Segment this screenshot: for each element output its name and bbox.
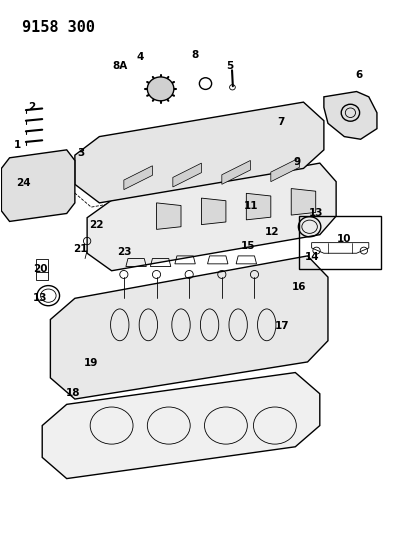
Polygon shape <box>291 189 316 215</box>
Polygon shape <box>157 203 181 229</box>
Polygon shape <box>51 256 328 399</box>
Text: 8: 8 <box>192 51 199 60</box>
Text: 22: 22 <box>89 220 103 230</box>
Text: 23: 23 <box>118 247 132 257</box>
Text: 2: 2 <box>28 102 36 112</box>
Text: 21: 21 <box>73 244 88 254</box>
Text: 20: 20 <box>33 264 47 274</box>
Text: 10: 10 <box>337 234 351 244</box>
Polygon shape <box>173 163 201 187</box>
Text: 3: 3 <box>77 148 85 158</box>
Text: 24: 24 <box>16 177 30 188</box>
Text: 6: 6 <box>355 70 362 79</box>
Polygon shape <box>1 150 75 221</box>
Polygon shape <box>42 373 320 479</box>
Polygon shape <box>201 198 226 224</box>
Text: 1: 1 <box>14 140 21 150</box>
Text: 5: 5 <box>226 61 233 71</box>
Text: 19: 19 <box>84 358 98 368</box>
Polygon shape <box>75 102 324 203</box>
Polygon shape <box>222 160 250 184</box>
Text: 16: 16 <box>292 281 307 292</box>
Text: 18: 18 <box>66 387 80 398</box>
Polygon shape <box>87 163 336 271</box>
Text: 14: 14 <box>305 252 320 262</box>
Polygon shape <box>271 158 299 182</box>
Polygon shape <box>324 92 377 139</box>
Text: 12: 12 <box>265 227 279 237</box>
Text: 8A: 8A <box>112 61 127 70</box>
Text: 13: 13 <box>33 293 47 303</box>
Text: 9: 9 <box>294 157 301 167</box>
Text: 15: 15 <box>241 241 255 252</box>
Polygon shape <box>124 166 152 190</box>
Text: 9158 300: 9158 300 <box>22 20 95 35</box>
Polygon shape <box>246 193 271 220</box>
Text: 4: 4 <box>136 52 144 62</box>
Text: 13: 13 <box>309 208 324 219</box>
Text: 7: 7 <box>277 117 285 127</box>
Text: 17: 17 <box>275 321 290 331</box>
Ellipse shape <box>147 77 174 101</box>
Text: 11: 11 <box>244 200 259 211</box>
